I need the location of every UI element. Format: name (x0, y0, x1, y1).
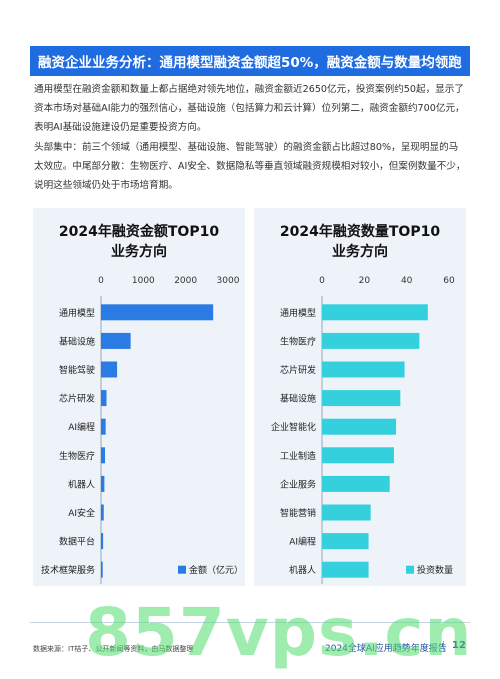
page-number: 12 (452, 640, 466, 651)
amount-category-label: 智能驾驶 (59, 364, 95, 376)
funding-count-chart-title-line1: 2024年融资数量TOP10 (279, 224, 441, 240)
count-bar (322, 361, 405, 378)
footer-source: 数据来源：IT桔子、公开新闻等资料，由马数据整理 (33, 645, 194, 653)
amount-category-label: 数据平台 (59, 536, 95, 548)
funding-amount-chart-panel: 2024年融资金额TOP10 业务方向 0 1000 2000 3000 通用模型基础设… (33, 208, 245, 586)
count-legend-label: 投资数量 (417, 564, 453, 576)
amount-bar (101, 390, 107, 407)
count-bar (322, 418, 397, 435)
count-category-label: 生物医疗 (280, 335, 316, 347)
amount-category-label: 芯片研发 (59, 393, 95, 405)
amount-category-label: AI安全 (68, 507, 95, 519)
amount-bar (101, 418, 106, 435)
count-category-label: 企业智能化 (271, 421, 316, 433)
count-x-tick-label: 20 (359, 276, 371, 286)
amount-bar (101, 504, 104, 521)
funding-count-chart-title-line2: 业务方向 (332, 244, 388, 260)
funding-amount-chart-title-line2: 业务方向 (111, 244, 167, 260)
count-x-tick-label: 40 (401, 276, 413, 286)
funding-count-chart-title: 2024年融资数量TOP10 业务方向 (254, 222, 466, 262)
count-x-tick-label: 60 (443, 276, 455, 286)
count-category-label: 基础设施 (280, 393, 316, 405)
footer-report-title: 2024全球AI应用趋势年度报告 (325, 644, 447, 654)
count-bar (322, 475, 390, 492)
count-bar (322, 504, 371, 521)
amount-legend-swatch (178, 565, 186, 574)
count-bar (322, 390, 401, 407)
analysis-paragraph-1: 通用模型在融资金额和数量上都占据绝对领先地位，融资金额近2650亿元，投资案例约… (34, 84, 465, 133)
count-bar (322, 561, 369, 578)
amount-category-label: 机器人 (68, 478, 95, 490)
count-x-tick-label: 0 (319, 276, 325, 286)
amount-category-label: AI编程 (68, 421, 95, 433)
amount-category-label: 通用模型 (59, 308, 95, 319)
analysis-paragraph-2: 头部集中：前三个领域（通用模型、基础设施、智能驾驶）的融资金额占比超过80%，呈… (34, 142, 466, 191)
count-category-label: 通用模型 (280, 308, 316, 319)
count-category-label: 芯片研发 (280, 364, 316, 376)
amount-bar (101, 561, 103, 578)
amount-bar (101, 332, 131, 349)
section-header: 融资企业业务分析：通用模型融资金额超50%，融资金额与数量均领跑 (30, 46, 470, 76)
amount-category-label: 基础设施 (59, 335, 95, 347)
footer-divider (30, 622, 470, 623)
amount-x-tick-label: 1000 (132, 276, 155, 286)
count-category-label: 机器人 (289, 564, 316, 576)
amount-bar (101, 475, 105, 492)
funding-amount-chart-title-line1: 2024年融资金额TOP10 (58, 224, 220, 240)
count-legend-swatch (406, 565, 414, 574)
count-category-label: 工业制造 (280, 450, 316, 462)
funding-count-chart-panel: 2024年融资数量TOP10 业务方向 0 20 40 60 通用模型生物医疗芯片研发基… (254, 208, 466, 586)
amount-bar (101, 304, 214, 321)
amount-legend-label: 金额（亿元） (189, 564, 243, 576)
count-bar (322, 533, 369, 550)
count-bar (322, 332, 420, 349)
count-bar (322, 304, 428, 321)
count-bar (322, 447, 394, 464)
count-category-label: 智能营销 (280, 507, 316, 519)
section-title: 融资企业业务分析：通用模型融资金额超50%，融资金额与数量均领跑 (38, 55, 462, 71)
funding-amount-chart-title: 2024年融资金额TOP10 业务方向 (33, 222, 245, 262)
funding-count-bar-chart: 0 20 40 60 通用模型生物医疗芯片研发基础设施企业智能化工业制造企业服务智能营销… (271, 276, 455, 584)
amount-bar (101, 533, 104, 550)
amount-category-label: 生物医疗 (59, 450, 95, 462)
amount-bar (101, 361, 118, 378)
amount-x-tick-label: 0 (98, 276, 104, 286)
count-category-label: 企业服务 (280, 478, 316, 490)
footer-separator: | (442, 641, 446, 651)
amount-x-tick-label: 2000 (174, 276, 197, 286)
amount-x-tick-label: 3000 (217, 276, 240, 286)
count-category-label: AI编程 (289, 536, 316, 548)
amount-bar (101, 447, 106, 464)
amount-category-label: 技术框架服务 (41, 564, 95, 576)
watermark: 857vps.cn (85, 594, 473, 671)
